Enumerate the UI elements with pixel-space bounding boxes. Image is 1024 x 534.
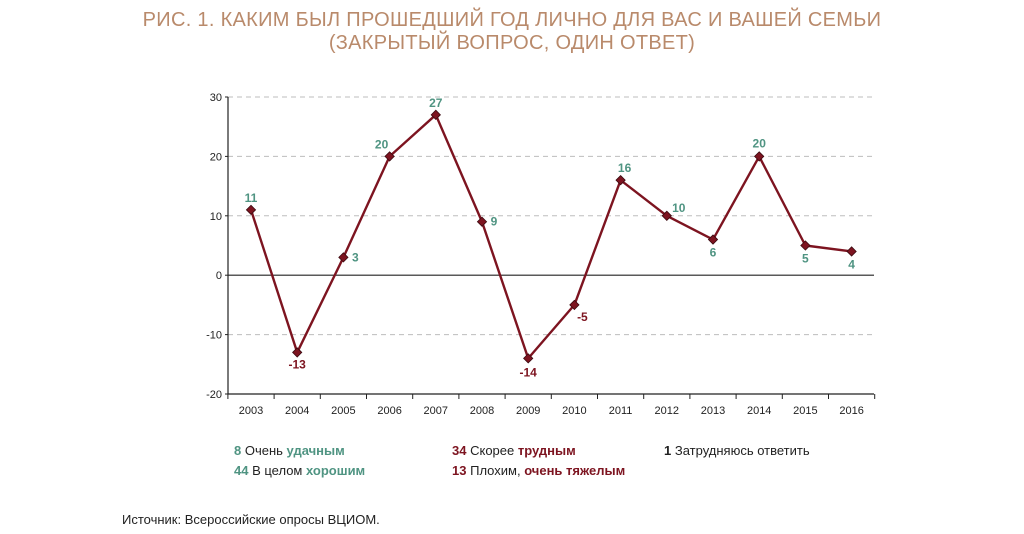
x-tick-label: 2009 [516, 405, 540, 417]
data-label: 5 [802, 252, 809, 266]
data-label: 20 [375, 137, 389, 151]
legend-item-very-hard: 13 Плохим, очень тяжелым [452, 461, 625, 481]
x-tick-label: 2016 [839, 405, 863, 417]
data-label: 4 [848, 257, 855, 271]
data-label: 11 [245, 191, 258, 205]
x-tick-label: 2010 [562, 405, 586, 417]
x-tick-label: 2011 [609, 405, 633, 417]
x-tick-label: 2013 [701, 405, 725, 417]
data-point [661, 210, 672, 221]
data-point [292, 347, 303, 358]
y-tick-label: -20 [206, 389, 222, 401]
legend-number: 13 [452, 463, 467, 478]
data-label: -13 [289, 357, 307, 371]
legend-item-very-good: 8 Очень удачным [234, 441, 345, 461]
legend-item-good: 44 В целом хорошим [234, 461, 365, 481]
legend-emph: удачным [286, 443, 345, 458]
x-tick-label: 2012 [655, 405, 679, 417]
y-tick-label: -10 [206, 330, 222, 342]
data-point [338, 252, 349, 263]
legend-text: В целом [252, 463, 306, 478]
data-label: 9 [491, 215, 498, 229]
data-point [384, 151, 395, 162]
data-point [615, 174, 626, 186]
y-tick-label: 10 [210, 211, 222, 223]
data-label: 20 [753, 136, 767, 150]
legend-item-hard: 34 Скорее трудным [452, 441, 576, 461]
y-tick-label: 0 [216, 270, 222, 282]
chart-title-line2: (ЗАКРЫТЫЙ ВОПРОС, ОДИН ОТВЕТ) [328, 32, 696, 54]
data-point [754, 151, 765, 162]
x-tick-label: 2005 [331, 405, 355, 417]
legend-number: 34 [452, 443, 467, 458]
x-tick-label: 2014 [747, 405, 771, 417]
x-tick-label: 2007 [424, 405, 448, 417]
data-label: -5 [577, 310, 588, 324]
data-label: 10 [672, 201, 686, 215]
x-tick-label: 2015 [793, 405, 817, 417]
legend-emph: хорошим [306, 463, 366, 478]
legend-text: Затрудняюсь ответить [674, 443, 810, 458]
legend-emph: очень тяжелым [524, 463, 626, 478]
series-line [249, 113, 852, 360]
data-point [476, 216, 488, 227]
data-point [569, 299, 580, 311]
data-point [430, 109, 441, 120]
data-point [245, 204, 257, 216]
data-label: -14 [520, 365, 538, 379]
chart-title-line1: РИС. 1. КАКИМ БЫЛ ПРОШЕДШИЙ ГОД ЛИЧНО ДЛ… [142, 9, 882, 31]
data-label: 3 [352, 250, 359, 264]
legend-number: 1 [664, 443, 672, 458]
legend-item-dont-know: 1 Затрудняюсь ответить [664, 441, 810, 461]
x-tick-label: 2008 [470, 405, 494, 417]
legend-number: 8 [234, 443, 242, 458]
data-label: 16 [618, 161, 632, 175]
data-point [523, 353, 534, 364]
data-point [707, 234, 719, 245]
data-point [846, 246, 857, 257]
source-note: Источник: Всероссийские опросы ВЦИОМ. [122, 512, 380, 527]
legend-number: 44 [234, 463, 249, 478]
x-tick-label: 2004 [285, 405, 309, 417]
legend-text: Плохим, [470, 463, 525, 478]
y-tick-label: 30 [210, 92, 222, 104]
legend-text: Очень [244, 443, 287, 458]
data-point [800, 240, 811, 251]
y-tick-label: 20 [210, 151, 222, 163]
legend-text: Скорее [470, 443, 518, 458]
legend-emph: трудным [517, 443, 576, 458]
data-label: 6 [710, 246, 717, 260]
x-tick-label: 2006 [377, 405, 401, 417]
x-tick-label: 2003 [239, 405, 263, 417]
data-label: 27 [429, 96, 443, 110]
